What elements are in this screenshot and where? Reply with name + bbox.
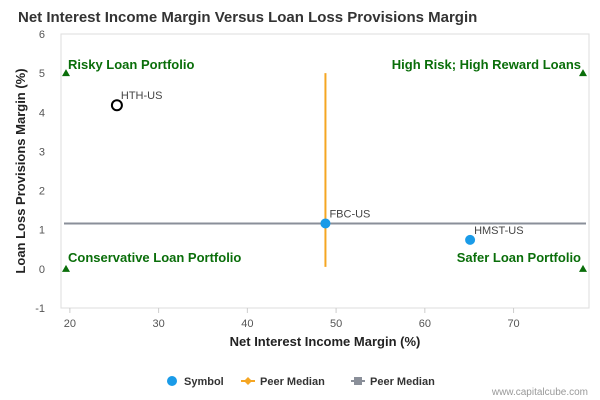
quadrant-marker-icon bbox=[579, 69, 587, 77]
point-label: FBC-US bbox=[329, 208, 370, 220]
y-axis: -1 0 1 2 3 4 5 6 bbox=[35, 29, 45, 315]
y-tick-label: 1 bbox=[39, 225, 45, 237]
legend-marker-icon bbox=[354, 377, 362, 385]
x-tick-label: 60 bbox=[419, 318, 431, 330]
data-points: HTH-US FBC-US HMST-US bbox=[110, 90, 524, 245]
y-tick-label: 2 bbox=[39, 186, 45, 198]
data-point bbox=[465, 234, 476, 245]
y-tick-label: 4 bbox=[39, 107, 45, 119]
x-tick-label: 70 bbox=[507, 318, 519, 330]
legend-marker-icon bbox=[244, 377, 252, 385]
legend-marker-icon bbox=[167, 376, 177, 386]
legend: Symbol Peer Median Peer Median bbox=[167, 376, 435, 388]
x-tick-label: 50 bbox=[330, 318, 342, 330]
legend-label: Symbol bbox=[184, 376, 224, 388]
plot-area bbox=[60, 33, 590, 309]
x-axis-title: Net Interest Income Margin (%) bbox=[230, 334, 421, 349]
point-label: HMST-US bbox=[474, 225, 524, 237]
legend-label: Peer Median bbox=[370, 376, 435, 388]
quadrant-marker-icon bbox=[579, 264, 587, 272]
quadrant-marker-icon bbox=[62, 69, 70, 77]
x-tick-label: 40 bbox=[241, 318, 253, 330]
quadrant-label: Risky Loan Portfolio bbox=[68, 57, 194, 72]
y-tick-label: 5 bbox=[39, 68, 45, 80]
quadrant-label: Safer Loan Portfolio bbox=[457, 250, 581, 265]
y-tick-label: 0 bbox=[39, 264, 45, 276]
quadrant-label: Conservative Loan Portfolio bbox=[68, 250, 241, 265]
data-point bbox=[320, 218, 331, 229]
x-axis: 20 30 40 50 60 70 bbox=[64, 308, 520, 330]
quadrant-label: High Risk; High Reward Loans bbox=[392, 57, 581, 72]
point-label: HTH-US bbox=[121, 90, 163, 102]
y-tick-label: 3 bbox=[39, 146, 45, 158]
quadrant-marker-icon bbox=[62, 264, 70, 272]
data-point bbox=[110, 99, 123, 112]
y-tick-label: -1 bbox=[35, 303, 45, 315]
chart-title: Net Interest Income Margin Versus Loan L… bbox=[18, 9, 477, 26]
legend-label: Peer Median bbox=[260, 376, 325, 388]
x-tick-label: 20 bbox=[64, 318, 76, 330]
quadrant-labels: Risky Loan Portfolio High Risk; High Rewa… bbox=[62, 57, 587, 272]
y-tick-label: 6 bbox=[39, 29, 45, 41]
y-axis-title: Loan Loss Provisions Margin (%) bbox=[13, 68, 28, 273]
credit-text: www.capitalcube.com bbox=[491, 387, 588, 398]
x-tick-label: 30 bbox=[152, 318, 164, 330]
